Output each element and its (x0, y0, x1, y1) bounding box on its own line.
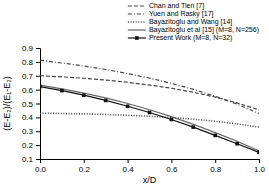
x-tick: 1.0 (254, 159, 266, 174)
x-axis: 0.0 0.2 0.4 0.6 0.8 1.0 (35, 159, 266, 174)
y-tick-mark (36, 145, 40, 146)
legend-swatch (128, 29, 146, 30)
y-tick-mark (36, 76, 40, 77)
series-marker (148, 111, 152, 115)
series-line (40, 60, 259, 113)
y-tick-label: 0.1 (22, 155, 34, 164)
series-line (40, 85, 259, 151)
y-tick-label: 0.9 (22, 44, 34, 53)
series-marker (257, 151, 259, 155)
series-line (40, 113, 259, 127)
legend-marker (135, 36, 139, 40)
legend: Chan and Tien [7]Yuen and Rasky [17]Baya… (128, 2, 259, 42)
y-tick: 0.4 (22, 113, 40, 122)
legend-label: Bayazitoglu and Wang [14] (149, 18, 232, 26)
series-marker (192, 125, 196, 129)
y-tick-label: 0.3 (22, 127, 34, 136)
y-tick-label: 0.8 (22, 58, 34, 67)
x-tick-label: 0.0 (35, 165, 47, 174)
legend-label: Present Work (M=8, N=32) (149, 34, 233, 42)
x-tick-label: 0.2 (79, 165, 91, 174)
y-tick-label: 0.4 (22, 113, 34, 122)
y-tick-label: 0.7 (22, 72, 34, 81)
legend-item: Bayazitoglu and Wang [14] (128, 18, 232, 26)
y-tick: 0.9 (22, 44, 40, 53)
x-axis-line (41, 160, 260, 164)
y-tick-mark (36, 159, 40, 160)
y-tick-label: 0.6 (22, 86, 34, 95)
y-tick-mark (36, 62, 40, 63)
y-tick-label: 0.2 (22, 141, 34, 150)
y-tick: 0.2 (22, 141, 40, 150)
y-tick: 0.6 (22, 86, 40, 95)
series-marker (40, 85, 42, 89)
y-tick: 0.3 (22, 127, 40, 136)
x-tick-label: 1.0 (254, 165, 266, 174)
legend-item: Chan and Tien [7] (128, 2, 204, 10)
legend-item: Yuen and Rasky [17] (128, 10, 214, 18)
series-marker (104, 99, 108, 103)
series-marker (170, 118, 174, 122)
x-tick: 0.4 (123, 159, 135, 174)
legend-label: Bayazitoglu et al [15] (M=8, N=256) (149, 26, 259, 34)
x-axis-title: x/D (143, 175, 157, 185)
legend-item: Present Work (M=8, N=32) (128, 34, 233, 42)
x-tick: 0.0 (35, 159, 47, 174)
legend-swatch (128, 13, 146, 14)
y-tick-mark (36, 48, 40, 49)
y-tick-mark (36, 104, 40, 105)
y-axis-title: (E-E₂)/(E₁-E₂) (2, 76, 12, 131)
y-tick-mark (36, 90, 40, 91)
x-tick-mark (128, 159, 129, 163)
x-tick-mark (84, 159, 85, 163)
y-tick: 0.1 (22, 155, 40, 164)
y-tick: 0.7 (22, 72, 40, 81)
chart: 0.00.20.40.60.81.00.10.20.30.40.50.60.70… (0, 0, 269, 187)
x-tick-label: 0.4 (123, 165, 135, 174)
legend-swatch (128, 5, 146, 6)
legend-label: Yuen and Rasky [17] (149, 10, 214, 18)
series-marker (235, 142, 239, 146)
series-marker (60, 89, 64, 93)
x-tick: 0.6 (166, 159, 178, 174)
x-tick: 0.8 (210, 159, 222, 174)
x-tick-label: 0.8 (210, 165, 222, 174)
y-tick-label: 0.5 (22, 100, 34, 109)
series-marker (213, 134, 217, 138)
legend-swatch (128, 21, 146, 23)
series-line (40, 87, 259, 153)
y-tick-mark (36, 117, 40, 118)
x-tick-mark (215, 159, 216, 163)
y-axis: 0.1 0.2 0.3 0.4 0.5 0.6 0.7 0.8 0.9 (22, 44, 41, 164)
series-marker (82, 93, 86, 97)
y-axis-line (36, 49, 41, 160)
y-tick: 0.8 (22, 58, 40, 67)
x-tick: 0.2 (79, 159, 91, 174)
x-tick-mark (259, 159, 260, 163)
marks (40, 60, 259, 154)
plot: 0.00.20.40.60.81.00.10.20.30.40.50.60.70… (22, 44, 266, 174)
legend-item: Bayazitoglu et al [15] (M=8, N=256) (128, 26, 259, 34)
y-tick: 0.5 (22, 100, 40, 109)
series-marker (126, 104, 130, 108)
x-tick-label: 0.6 (166, 165, 178, 174)
x-tick-mark (171, 159, 172, 163)
y-tick-mark (36, 131, 40, 132)
legend-label: Chan and Tien [7] (149, 2, 204, 10)
